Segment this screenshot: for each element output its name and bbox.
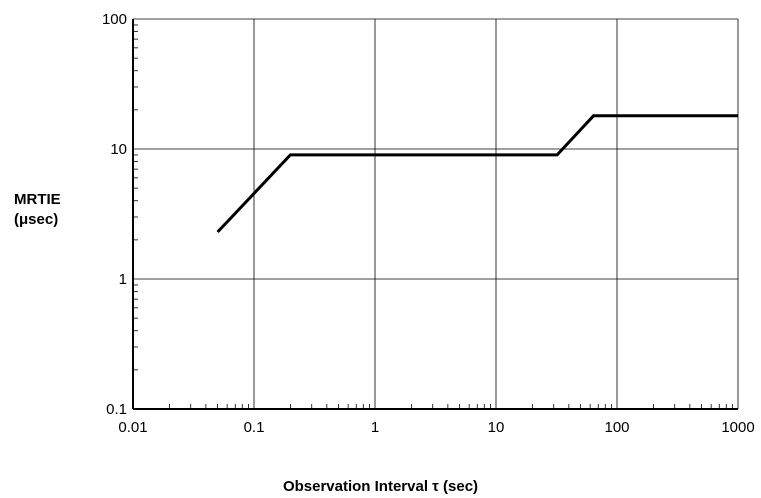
x-axis-label: Observation Interval τ (sec)	[282, 478, 479, 495]
x-tick-label: 1000	[721, 419, 754, 436]
x-tick-label: 1	[371, 419, 379, 436]
grid-lines	[132, 18, 739, 410]
x-tick-label: 0.01	[118, 419, 147, 436]
series-layer	[216, 114, 738, 234]
minor-ticks	[133, 24, 733, 409]
y-tick-label: 10	[110, 141, 127, 158]
y-tick-label: 100	[102, 11, 127, 28]
y-tick-label: 0.1	[106, 401, 127, 418]
x-tick-label: 100	[604, 419, 629, 436]
axes	[132, 19, 738, 410]
y-axis-label-line2: (μsec)	[14, 211, 59, 228]
y-axis-label-line1: MRTIE	[14, 191, 61, 208]
y-tick-label: 1	[119, 271, 127, 288]
x-tick-label: 0.1	[244, 419, 265, 436]
mrtie-mask-line	[216, 114, 738, 234]
x-tick-label: 10	[488, 419, 505, 436]
